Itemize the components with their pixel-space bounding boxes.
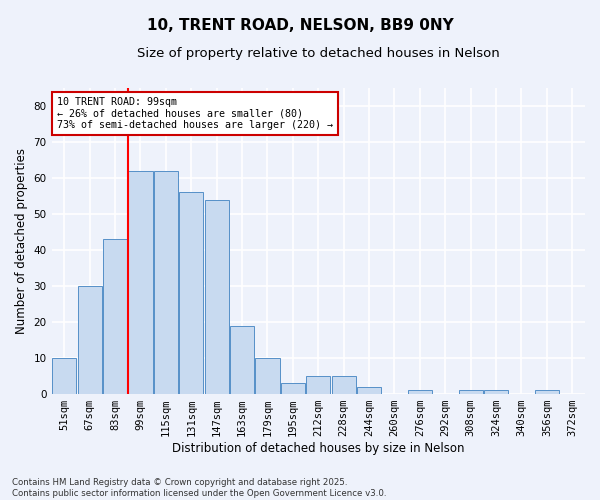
Bar [103, 240, 127, 394]
Bar [230, 326, 254, 394]
Bar [357, 387, 381, 394]
Bar [332, 376, 356, 394]
Text: Contains HM Land Registry data © Crown copyright and database right 2025.
Contai: Contains HM Land Registry data © Crown c… [12, 478, 386, 498]
Title: Size of property relative to detached houses in Nelson: Size of property relative to detached ho… [137, 48, 500, 60]
Bar [535, 390, 559, 394]
Bar [306, 376, 331, 394]
Bar [281, 384, 305, 394]
Bar [52, 358, 76, 394]
Bar [256, 358, 280, 394]
Y-axis label: Number of detached properties: Number of detached properties [15, 148, 28, 334]
Bar [458, 390, 483, 394]
Bar [77, 286, 102, 394]
X-axis label: Distribution of detached houses by size in Nelson: Distribution of detached houses by size … [172, 442, 464, 455]
Bar [154, 171, 178, 394]
Bar [205, 200, 229, 394]
Text: 10 TRENT ROAD: 99sqm
← 26% of detached houses are smaller (80)
73% of semi-detac: 10 TRENT ROAD: 99sqm ← 26% of detached h… [57, 97, 333, 130]
Bar [484, 390, 508, 394]
Text: 10, TRENT ROAD, NELSON, BB9 0NY: 10, TRENT ROAD, NELSON, BB9 0NY [146, 18, 454, 32]
Bar [128, 171, 152, 394]
Bar [408, 390, 432, 394]
Bar [179, 192, 203, 394]
